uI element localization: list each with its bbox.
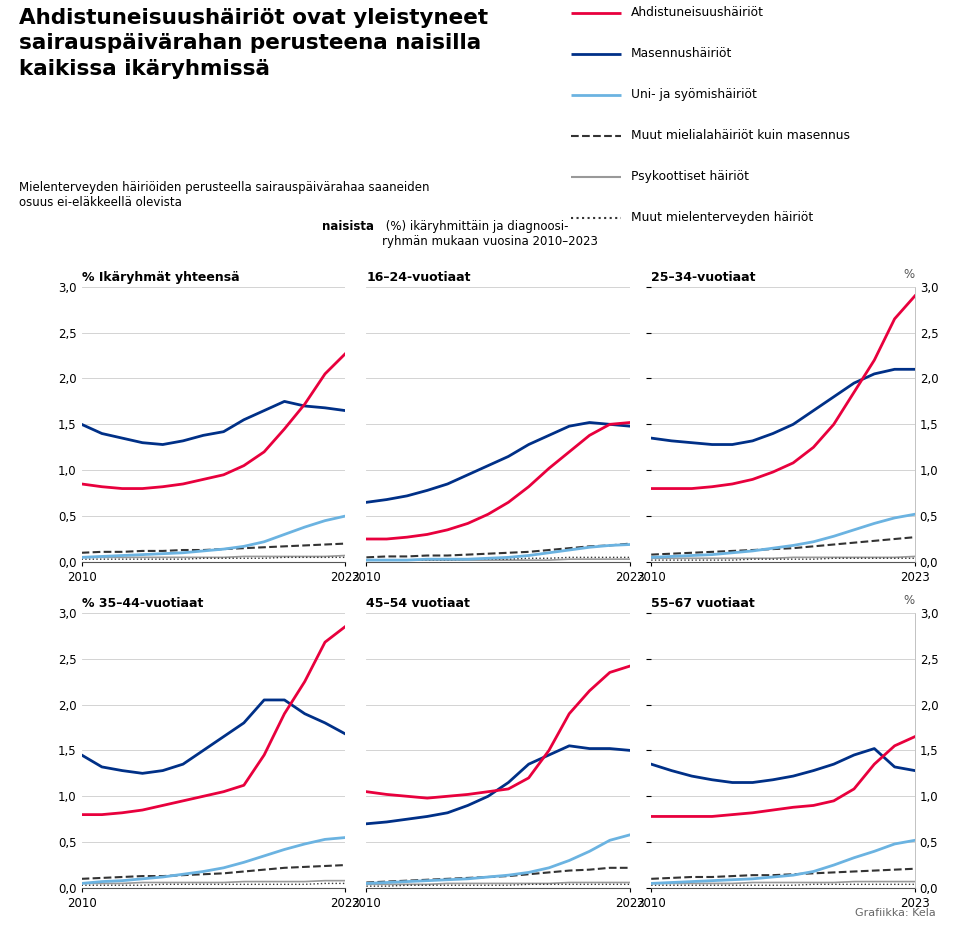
Text: Grafiikka: Kela: Grafiikka: Kela	[855, 907, 936, 918]
Text: % Ikäryhmät yhteensä: % Ikäryhmät yhteensä	[82, 271, 239, 284]
Text: %: %	[903, 594, 915, 608]
Text: % 35–44-vuotiaat: % 35–44-vuotiaat	[82, 598, 203, 611]
Text: Ahdistuneisuushäiriöt: Ahdistuneisuushäiriöt	[631, 6, 764, 19]
Text: Muut mielialahäiriöt kuin masennus: Muut mielialahäiriöt kuin masennus	[631, 130, 850, 142]
Text: Ahdistuneisuushäiriöt ovat yleistyneet
sairauspäivärahan perusteena naisilla
kai: Ahdistuneisuushäiriöt ovat yleistyneet s…	[19, 7, 489, 79]
Text: 16–24-vuotiaat: 16–24-vuotiaat	[367, 271, 471, 284]
Text: Psykoottiset häiriöt: Psykoottiset häiriöt	[631, 170, 749, 183]
Text: Mielenterveyden häiriöiden perusteella sairauspäivärahaa saaneiden
osuus ei-eläk: Mielenterveyden häiriöiden perusteella s…	[19, 181, 430, 209]
Text: 25–34-vuotiaat: 25–34-vuotiaat	[651, 271, 756, 284]
Text: naisista: naisista	[322, 219, 373, 232]
Text: 55–67 vuotiaat: 55–67 vuotiaat	[651, 598, 755, 611]
Text: (%) ikäryhmittäin ja diagnoosi-
ryhmän mukaan vuosina 2010–2023: (%) ikäryhmittäin ja diagnoosi- ryhmän m…	[382, 219, 598, 248]
Text: Uni- ja syömishäiriöt: Uni- ja syömishäiriöt	[631, 88, 756, 102]
Text: 45–54 vuotiaat: 45–54 vuotiaat	[367, 598, 470, 611]
Text: %: %	[903, 268, 915, 281]
Text: Muut mielenterveyden häiriöt: Muut mielenterveyden häiriöt	[631, 211, 813, 224]
Text: Masennushäiriöt: Masennushäiriöt	[631, 47, 732, 60]
